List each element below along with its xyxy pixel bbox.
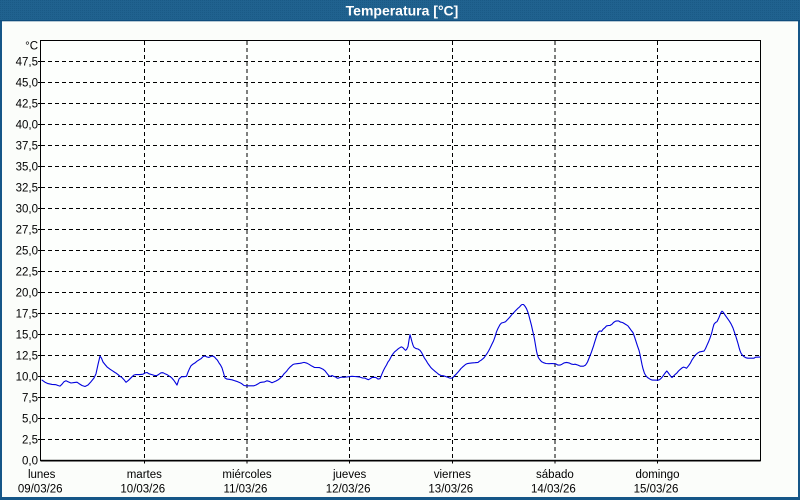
- svg-text:12,5: 12,5: [16, 350, 38, 362]
- svg-text:Temperatura [°C]: Temperatura [°C]: [346, 3, 459, 19]
- svg-text:martes: martes: [127, 469, 162, 481]
- svg-text:2,5: 2,5: [22, 434, 38, 446]
- svg-text:20,0: 20,0: [16, 287, 38, 299]
- svg-text:27,5: 27,5: [16, 224, 38, 236]
- svg-text:09/03/26: 09/03/26: [18, 484, 63, 496]
- svg-text:10/03/26: 10/03/26: [120, 484, 165, 496]
- svg-text:12/03/26: 12/03/26: [326, 484, 371, 496]
- svg-text:35,0: 35,0: [16, 161, 38, 173]
- svg-text:15/03/26: 15/03/26: [634, 484, 679, 496]
- svg-text:11/03/26: 11/03/26: [224, 484, 268, 496]
- svg-text:37,5: 37,5: [16, 140, 38, 152]
- svg-text:5,0: 5,0: [22, 413, 38, 425]
- svg-text:7,5: 7,5: [22, 392, 38, 404]
- svg-text:45,0: 45,0: [16, 77, 38, 89]
- svg-text:25,0: 25,0: [16, 245, 38, 257]
- svg-text:17,5: 17,5: [16, 308, 38, 320]
- svg-text:jueves: jueves: [332, 469, 366, 481]
- svg-text:°C: °C: [25, 41, 38, 53]
- svg-text:viernes: viernes: [434, 469, 471, 481]
- svg-text:22,5: 22,5: [16, 266, 38, 278]
- svg-text:domingo: domingo: [635, 469, 679, 481]
- svg-text:47,5: 47,5: [16, 56, 38, 68]
- svg-text:sábado: sábado: [536, 469, 574, 481]
- svg-text:14/03/26: 14/03/26: [531, 484, 576, 496]
- svg-text:15,0: 15,0: [16, 329, 38, 341]
- svg-text:miércoles: miércoles: [222, 469, 271, 481]
- svg-text:32,5: 32,5: [16, 182, 38, 194]
- svg-text:10,0: 10,0: [16, 371, 38, 383]
- svg-text:42,5: 42,5: [16, 98, 38, 110]
- svg-text:13/03/26: 13/03/26: [428, 484, 473, 496]
- svg-text:0,0: 0,0: [22, 455, 38, 467]
- svg-text:40,0: 40,0: [16, 119, 38, 131]
- svg-text:30,0: 30,0: [16, 203, 38, 215]
- svg-text:lunes: lunes: [28, 469, 56, 481]
